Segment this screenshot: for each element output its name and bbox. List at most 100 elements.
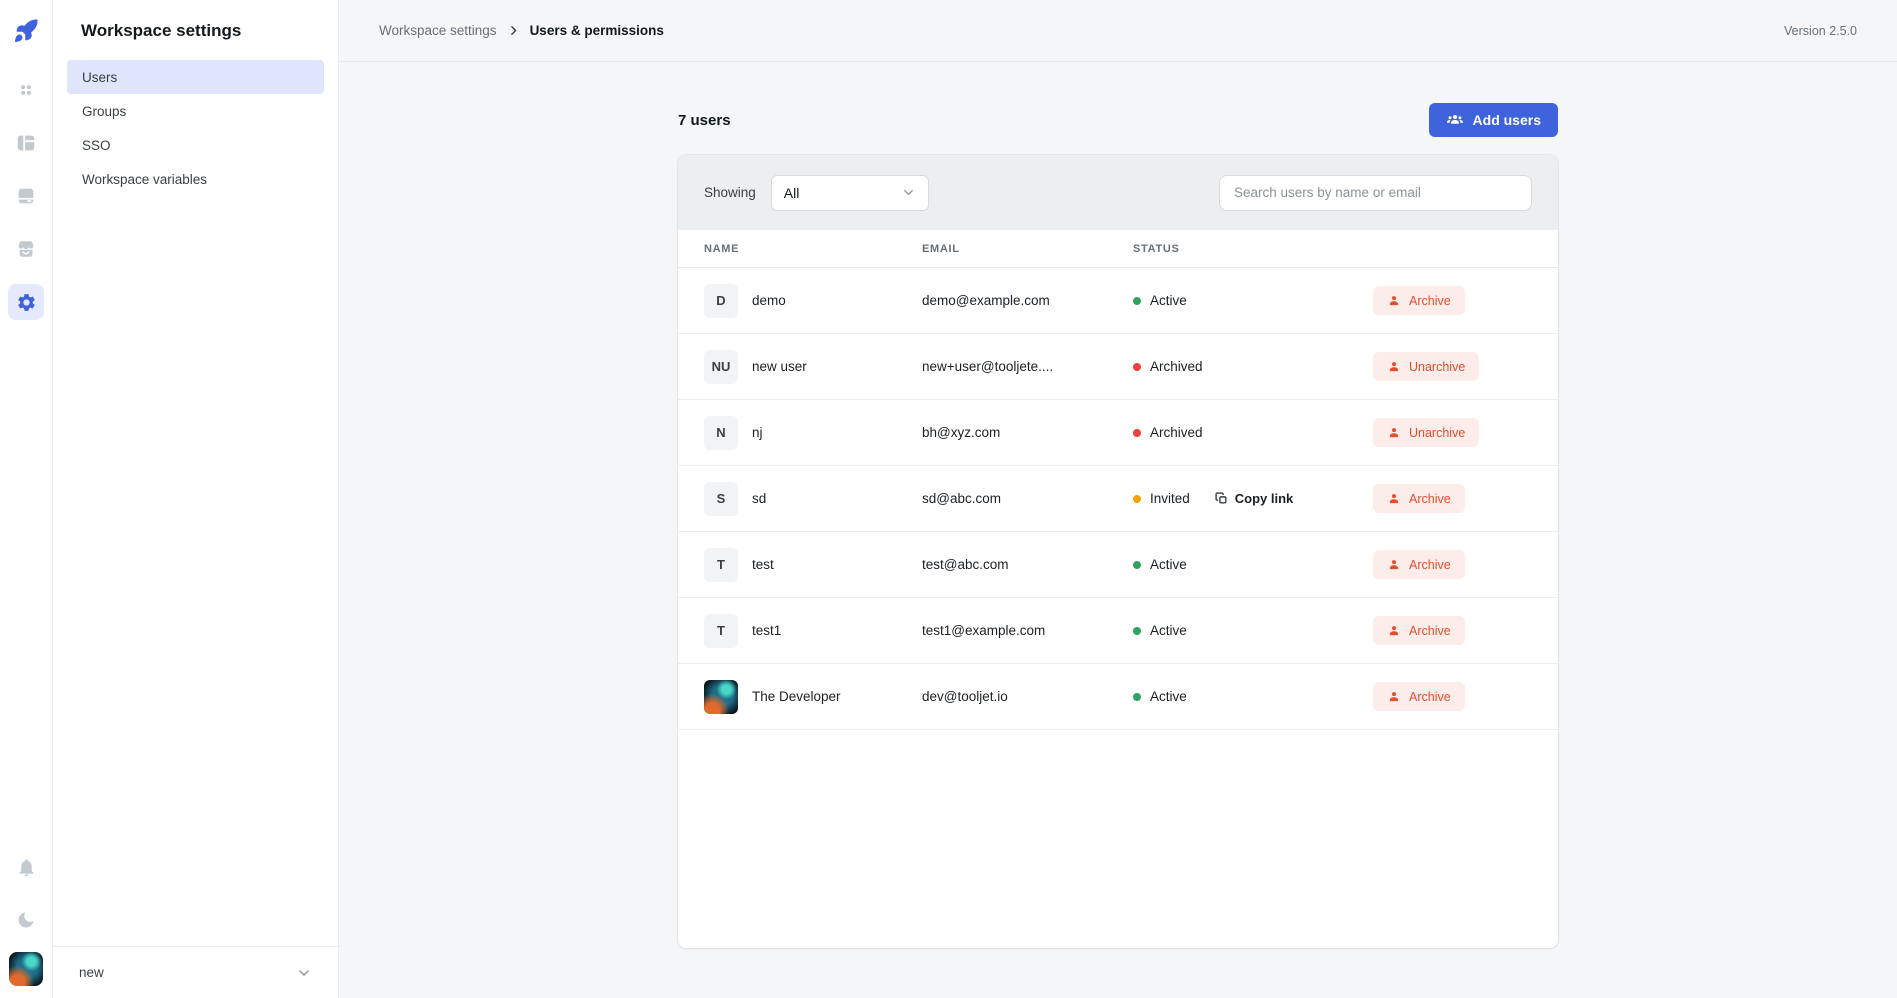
- selected-filter-value: All: [783, 184, 800, 201]
- main-header: Workspace settings Users & permissions V…: [339, 0, 1897, 62]
- copy-invite-link-button[interactable]: Copy link: [1215, 491, 1293, 506]
- user-icon: [1387, 690, 1401, 704]
- rail-bottom: [8, 849, 44, 986]
- table-row: S sd sd@abc.com Invited Copy link: [678, 466, 1558, 532]
- users-card: Showing All NAME EMAIL STATUS: [678, 155, 1558, 948]
- workspace-switcher[interactable]: new: [53, 946, 338, 998]
- user-name: nj: [752, 425, 763, 440]
- avatar: T: [704, 547, 738, 582]
- sidebar-item-groups[interactable]: Groups: [82, 103, 127, 119]
- dark-mode-moon-icon[interactable]: [8, 902, 44, 938]
- status-dot: [1133, 692, 1141, 701]
- user-email: new+user@tooljete....: [922, 359, 1054, 374]
- user-name: new user: [752, 359, 807, 374]
- status-label: Invited: [1150, 491, 1190, 506]
- user-icon: [1387, 492, 1401, 506]
- user-email: dev@tooljet.io: [922, 689, 1008, 704]
- archive-button[interactable]: Archive: [1373, 550, 1465, 579]
- table-row: T test1 test1@example.com Active Archive: [678, 598, 1558, 664]
- unarchive-button[interactable]: Unarchive: [1373, 352, 1480, 381]
- avatar-image: [704, 679, 738, 714]
- database-icon[interactable]: [8, 178, 44, 214]
- avatar: N: [704, 415, 738, 450]
- chevron-right-icon: [507, 24, 520, 37]
- status-dot: [1133, 560, 1141, 569]
- column-header-status: STATUS: [1133, 242, 1180, 255]
- column-header-email: EMAIL: [922, 242, 960, 255]
- archive-button[interactable]: Archive: [1373, 616, 1465, 645]
- status-label: Archived: [1150, 359, 1203, 374]
- user-email: demo@example.com: [922, 293, 1050, 308]
- user-name: test1: [752, 623, 782, 638]
- user-name: test: [752, 557, 774, 572]
- workspace-name: new: [79, 965, 104, 980]
- user-name: demo: [752, 293, 786, 308]
- content-scroll[interactable]: 7 users Add users: [339, 62, 1897, 998]
- status-label: Active: [1150, 623, 1187, 638]
- filter-bar: Showing All: [678, 155, 1558, 230]
- status-dot: [1133, 296, 1141, 305]
- status-dot: [1133, 626, 1141, 635]
- status-label: Active: [1150, 689, 1187, 704]
- unarchive-button[interactable]: Unarchive: [1373, 418, 1480, 447]
- avatar: T: [704, 613, 738, 648]
- table-row: NU new user new+user@tooljete.... Archiv…: [678, 334, 1558, 400]
- settings-gear-icon[interactable]: [8, 284, 44, 320]
- breadcrumb-current: Users & permissions: [529, 23, 664, 38]
- apps-grid-icon[interactable]: [8, 72, 44, 108]
- add-users-button[interactable]: Add users: [1428, 103, 1558, 137]
- chevron-down-icon: [901, 185, 916, 200]
- archive-button[interactable]: Archive: [1373, 484, 1465, 513]
- status-dot: [1133, 428, 1141, 437]
- table-row: The Developer dev@tooljet.io Active Arch…: [678, 664, 1558, 730]
- avatar: S: [704, 481, 738, 516]
- settings-menu: Users Groups SSO Workspace variables: [53, 60, 338, 196]
- table-row: N nj bh@xyz.com Archived Unarchive: [678, 400, 1558, 466]
- column-header-name: NAME: [704, 242, 740, 255]
- sidebar-item-workspace-variables[interactable]: Workspace variables: [82, 171, 208, 187]
- status-label: Archived: [1150, 425, 1203, 440]
- user-email: test1@example.com: [922, 623, 1046, 638]
- status-dot: [1133, 494, 1141, 503]
- archive-button[interactable]: Archive: [1373, 682, 1465, 711]
- status-label: Active: [1150, 557, 1187, 572]
- sidebar-item-users[interactable]: Users: [67, 60, 324, 94]
- user-email: test@abc.com: [922, 557, 1009, 572]
- status-dot: [1133, 362, 1141, 371]
- breadcrumb-parent[interactable]: Workspace settings: [379, 23, 497, 38]
- user-avatar[interactable]: [9, 952, 43, 986]
- users-group-icon: [1446, 111, 1464, 129]
- user-icon: [1387, 558, 1401, 572]
- breadcrumb: Workspace settings Users & permissions: [379, 23, 664, 38]
- user-icon: [1387, 426, 1401, 440]
- users-count: 7 users: [678, 111, 731, 129]
- table-row: D demo demo@example.com Active Archive: [678, 268, 1558, 334]
- showing-filter-select[interactable]: All: [770, 174, 929, 211]
- showing-label: Showing: [704, 185, 756, 200]
- add-users-label: Add users: [1472, 112, 1541, 128]
- sidebar-item-sso[interactable]: SSO: [82, 137, 111, 153]
- settings-sidebar: Workspace settings Users Groups SSO Work…: [53, 0, 339, 998]
- status-label: Active: [1150, 293, 1187, 308]
- marketplace-icon[interactable]: [8, 231, 44, 267]
- user-icon: [1387, 624, 1401, 638]
- icon-rail: [0, 0, 53, 998]
- table-header: NAME EMAIL STATUS: [678, 230, 1558, 268]
- user-name: The Developer: [752, 689, 841, 704]
- tooljet-rocket-logo[interactable]: [11, 16, 41, 46]
- archive-button[interactable]: Archive: [1373, 286, 1465, 315]
- user-name: sd: [752, 491, 767, 506]
- user-email: bh@xyz.com: [922, 425, 1001, 440]
- search-users-input[interactable]: [1219, 174, 1532, 211]
- layouts-icon[interactable]: [8, 125, 44, 161]
- user-icon: [1387, 360, 1401, 374]
- user-email: sd@abc.com: [922, 491, 1001, 506]
- version-label: Version 2.5.0: [1784, 23, 1857, 38]
- avatar: NU: [704, 349, 738, 384]
- main-area: Workspace settings Users & permissions V…: [339, 0, 1897, 998]
- notifications-bell-icon[interactable]: [8, 849, 44, 885]
- user-icon: [1387, 294, 1401, 308]
- table-row: T test test@abc.com Active Archive: [678, 532, 1558, 598]
- copy-icon: [1215, 492, 1228, 505]
- count-row: 7 users Add users: [678, 103, 1558, 137]
